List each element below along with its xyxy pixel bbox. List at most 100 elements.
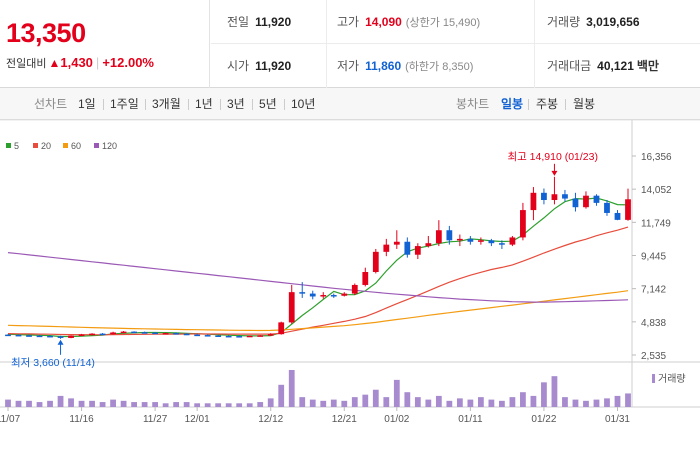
candle-body xyxy=(562,194,568,199)
volume-bar xyxy=(309,399,316,407)
y-tick-label: 7,142 xyxy=(641,285,666,296)
candle-daily[interactable]: 일봉 xyxy=(501,97,524,111)
candle-body xyxy=(477,240,484,242)
change-percent: +12.00% xyxy=(102,55,154,70)
candle-body xyxy=(572,198,579,208)
candle-body xyxy=(36,335,43,338)
period-10y[interactable]: 10년 xyxy=(291,97,316,111)
divider xyxy=(145,99,146,110)
candle-body xyxy=(309,293,316,297)
volume-bar xyxy=(520,392,526,407)
period-1w[interactable]: 1주일 xyxy=(110,97,139,111)
candle-body xyxy=(131,331,137,334)
volume-bar xyxy=(541,382,547,407)
change-separator: | xyxy=(95,55,100,70)
volume-bar xyxy=(393,379,400,407)
period-3m[interactable]: 3개월 xyxy=(152,97,181,111)
x-tick-label: 01/22 xyxy=(531,414,556,425)
candle-body xyxy=(225,335,232,338)
high-arrow-icon xyxy=(551,170,558,176)
y-tick-label: 2,535 xyxy=(641,351,666,362)
volume-bar xyxy=(362,394,369,407)
x-tick-label: 01/02 xyxy=(384,414,409,425)
candle-monthly[interactable]: 월봉 xyxy=(573,97,596,111)
volume-bar xyxy=(288,370,295,407)
high-annotation: 최고 14,910 (01/23) xyxy=(507,151,598,163)
candle-body xyxy=(215,335,222,337)
period-bar: 선차트 1일 1주일 3개월 1년 3년 5년 10년 봉차트 일봉 주봉 월봉 xyxy=(0,88,700,120)
volume-panel: 거래량 xyxy=(5,370,686,407)
candle-body xyxy=(541,192,547,201)
stat-row-2: 시가 11,920 저가 11,860 (하한가 8,350) 거래대금 40,121 백… xyxy=(211,44,700,88)
moving-averages xyxy=(7,197,629,338)
volume-bar xyxy=(562,397,568,407)
change-row: 전일대비 ▲1,430 | +12.00% xyxy=(6,55,154,71)
y-tick-label: 14,052 xyxy=(641,185,672,196)
lower-limit: (하한가 8,350) xyxy=(405,61,474,73)
x-tick-label: 11/07 xyxy=(0,414,21,425)
volume-bar xyxy=(36,402,43,407)
stat-value: 14,090 xyxy=(365,15,402,29)
candle-body xyxy=(288,292,295,323)
legend-swatch xyxy=(6,143,11,148)
y-tick-label: 4,838 xyxy=(641,318,666,329)
candle-body xyxy=(604,202,610,213)
volume-bar xyxy=(477,397,484,407)
candle-body xyxy=(183,333,190,336)
stat-high: 고가 14,090 (상한가 15,490) xyxy=(327,0,535,44)
period-5y[interactable]: 5년 xyxy=(259,97,277,111)
volume-bar xyxy=(583,400,589,407)
candle-body xyxy=(456,238,463,241)
legend-label: 5 xyxy=(14,141,19,151)
legend-swatch xyxy=(94,143,99,148)
candle-body xyxy=(5,334,11,337)
divider xyxy=(284,99,285,110)
ma60-line xyxy=(7,290,629,332)
candle-body xyxy=(320,295,327,297)
candle-weekly[interactable]: 주봉 xyxy=(536,97,559,111)
stat-turnover: 거래대금 40,121 백만 xyxy=(535,44,700,88)
stat-row-1: 전일 11,920 고가 14,090 (상한가 15,490) 거래량 3,019,6… xyxy=(211,0,700,44)
candle-body xyxy=(393,241,400,245)
upper-limit: (상한가 15,490) xyxy=(405,17,481,29)
price-box: 13,350 전일대비 ▲1,430 | +12.00% xyxy=(0,0,210,88)
candle-body xyxy=(583,195,589,208)
volume-bar xyxy=(57,395,64,407)
volume-bar xyxy=(215,403,222,407)
low-arrow-icon xyxy=(57,339,64,345)
volume-bar xyxy=(162,403,169,407)
candle-body xyxy=(341,293,348,296)
legend-label: 60 xyxy=(71,141,81,151)
candle-body xyxy=(372,251,379,272)
legend-swatch xyxy=(33,143,38,148)
x-tick-label: 11/16 xyxy=(69,414,94,425)
candle-body xyxy=(362,271,369,285)
candle-body xyxy=(299,292,306,294)
volume-bar xyxy=(47,400,53,407)
candle-body xyxy=(425,243,432,247)
period-1d[interactable]: 1일 xyxy=(78,97,96,111)
candle-body xyxy=(78,334,85,336)
volume-bar xyxy=(78,400,85,407)
volume-bar xyxy=(236,403,243,407)
ma20-line xyxy=(7,226,629,336)
divider xyxy=(188,99,189,110)
volume-bar xyxy=(509,397,516,407)
period-1y[interactable]: 1년 xyxy=(195,97,213,111)
candle-body xyxy=(173,333,180,335)
candle-body xyxy=(110,332,116,335)
x-tick-label: 12/12 xyxy=(258,414,283,425)
volume-bar xyxy=(225,403,232,407)
legend-swatch xyxy=(63,143,68,148)
period-3y[interactable]: 3년 xyxy=(227,97,245,111)
up-triangle-icon: ▲ xyxy=(48,56,61,70)
candle-body xyxy=(383,244,390,252)
volume-legend-label: 거래량 xyxy=(658,373,686,385)
volume-bar xyxy=(383,397,390,407)
candle-body xyxy=(435,230,442,244)
stat-prev-close: 전일 11,920 xyxy=(211,0,327,44)
volume-bar xyxy=(593,399,600,407)
legend: 5 20 60 120 xyxy=(6,141,117,151)
volume-bar xyxy=(572,399,579,407)
stat-value: 11,860 xyxy=(365,59,402,73)
